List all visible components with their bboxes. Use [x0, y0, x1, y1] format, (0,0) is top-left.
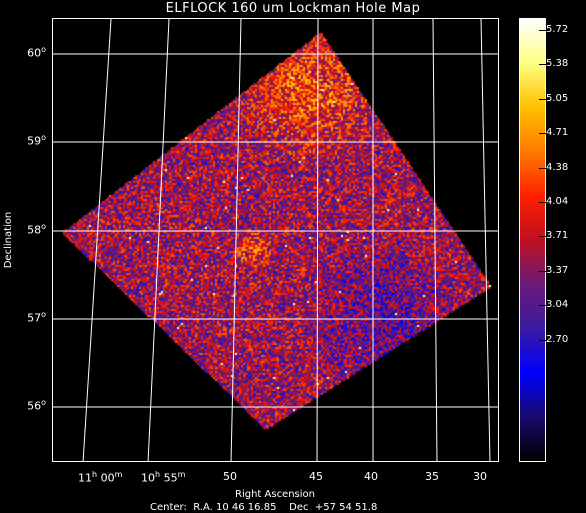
- dec-tick-56: 56o: [27, 398, 46, 413]
- center-coordinates: Center: R.A. 10 46 16.85 Dec +57 54 51.8: [150, 502, 378, 513]
- ra-gridline: [147, 19, 170, 461]
- dec-tick-59: 59o: [27, 133, 46, 148]
- ra-tick-35: 35: [425, 470, 439, 483]
- coordinate-grid: [53, 19, 498, 461]
- ra-gridline: [432, 19, 438, 461]
- colorbar-tick-label: 4.04: [546, 196, 569, 207]
- ra-tick-11h00m: 11h 00m: [78, 470, 123, 485]
- sky-map: [52, 18, 499, 462]
- colorbar-tick-label: 4.38: [546, 161, 569, 173]
- map-title: ELFLOCK 160 um Lockman Hole Map: [165, 1, 421, 16]
- dec-tick-57: 57o: [27, 310, 46, 325]
- colorbar-tick-label: 3.04: [546, 299, 569, 311]
- colorbar-tick-label: 5.38: [546, 58, 569, 70]
- dec-tick-60: 60o: [27, 45, 46, 60]
- colorbar-tick-mark: [539, 30, 546, 31]
- colorbar-tick-label: 4.71: [546, 127, 569, 139]
- colorbar-tick-label: 5.05: [546, 92, 569, 104]
- colorbar-tick-mark: [539, 305, 546, 307]
- colorbar-tick-label: 3.71: [546, 230, 569, 242]
- dec-tick-58: 58o: [27, 222, 46, 237]
- colorbar-tick-label: 5.72: [546, 24, 569, 35]
- colorbar-tick-label: 2.70: [546, 333, 569, 345]
- ra-gridline: [316, 19, 319, 461]
- colorbar-tick-mark: [539, 202, 546, 203]
- ra-tick-10h55m: 10h 55m: [141, 470, 186, 485]
- colorbar: [519, 18, 546, 462]
- colorbar-tick-mark: [539, 133, 546, 135]
- colorbar-tick-mark: [539, 339, 546, 341]
- colorbar-tick-mark: [539, 64, 546, 66]
- ra-tick-50: 50: [223, 470, 237, 483]
- ra-gridline: [82, 19, 112, 461]
- colorbar-tick-mark: [539, 270, 546, 272]
- ra-gridline: [480, 19, 491, 461]
- ra-tick-30: 30: [473, 470, 487, 483]
- colorbar-tick-mark: [539, 236, 546, 238]
- colorbar-tick-mark: [539, 98, 546, 100]
- ra-gridline: [230, 19, 242, 461]
- x-axis-label: Right Ascension: [235, 489, 315, 500]
- colorbar-tick-mark: [539, 167, 546, 169]
- ra-tick-40: 40: [364, 470, 378, 483]
- colorbar-tick-label: 3.37: [546, 264, 569, 276]
- ra-tick-45: 45: [309, 470, 323, 483]
- map-image: [53, 19, 498, 461]
- y-axis-label: Declination: [3, 211, 14, 269]
